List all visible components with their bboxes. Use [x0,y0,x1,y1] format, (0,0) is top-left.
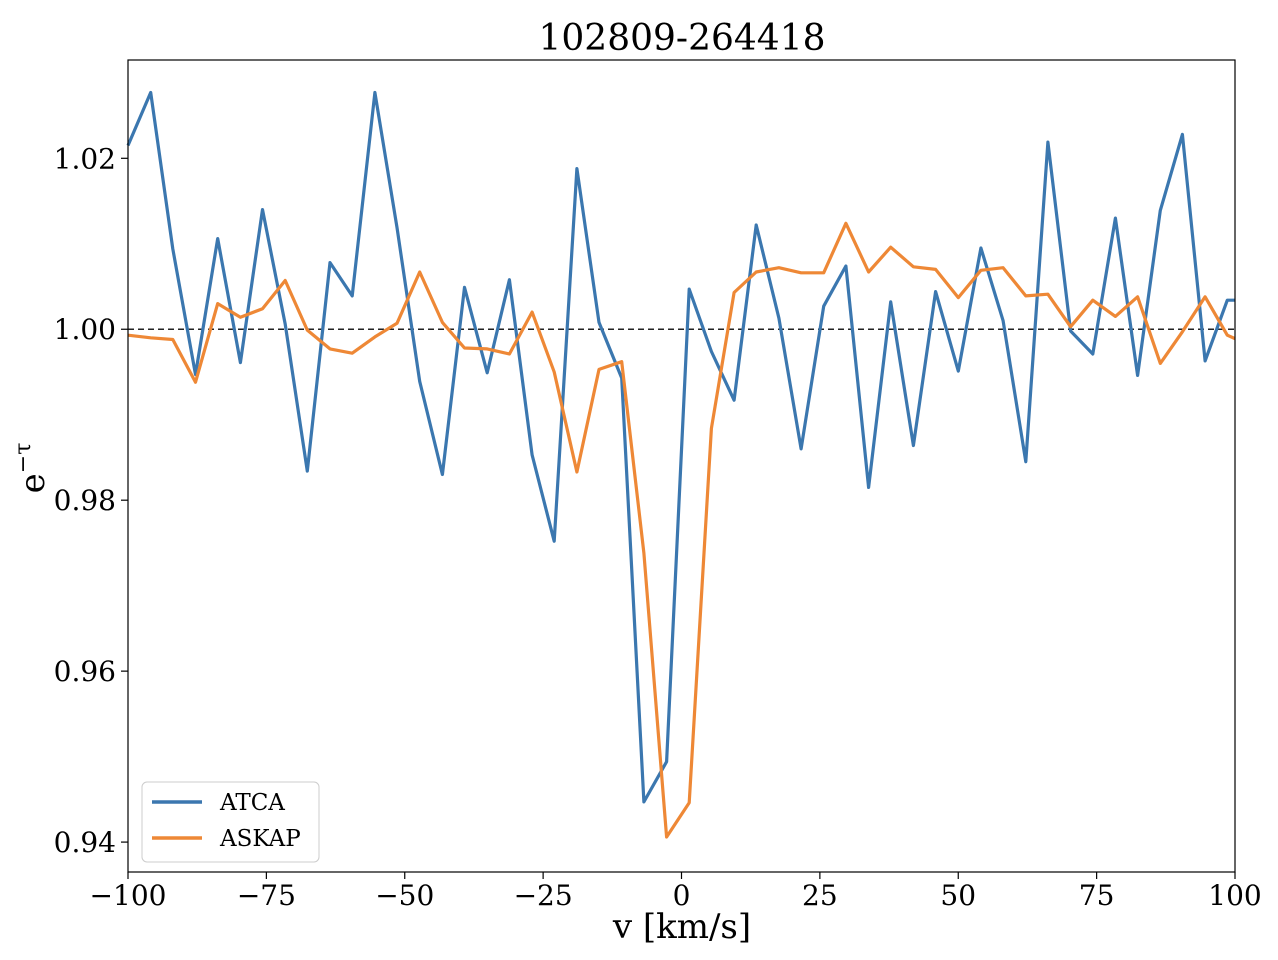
x-tick-label: 50 [940,879,976,912]
legend: ATCA ASKAP [141,781,320,863]
y-tick-label: 1.02 [54,142,116,175]
y-tick-label: 0.94 [54,826,116,859]
x-tick-label: 75 [1079,879,1115,912]
series-line-atca [126,90,1235,804]
x-tick-label: −50 [375,879,434,912]
x-tick-label: −100 [90,879,167,912]
legend-label-askap: ASKAP [219,826,301,852]
x-tick-label: −75 [237,879,296,912]
legend-label-atca: ATCA [219,790,285,816]
series-layer [126,90,1236,839]
x-tick-label: 100 [1208,879,1261,912]
y-tick-label: 1.00 [54,313,116,346]
x-axis: −100 −75 −50 −25 0 25 50 75 100 [90,872,1262,912]
y-axis-label-superscript: −τ [11,443,36,474]
x-tick-label: 0 [673,879,691,912]
y-axis-label-base: e [13,473,53,493]
y-axis-label: e−τ [11,443,53,494]
chart-title: 102809-264418 [538,18,825,59]
x-axis-label: v [km/s] [612,907,751,947]
x-tick-label: −25 [514,879,573,912]
y-tick-label: 0.98 [54,484,116,517]
y-axis: 0.94 0.96 0.98 1.00 1.02 [54,142,128,859]
series-line-askap [127,221,1236,839]
x-tick-label: 25 [802,879,838,912]
y-tick-label: 0.96 [54,655,116,688]
